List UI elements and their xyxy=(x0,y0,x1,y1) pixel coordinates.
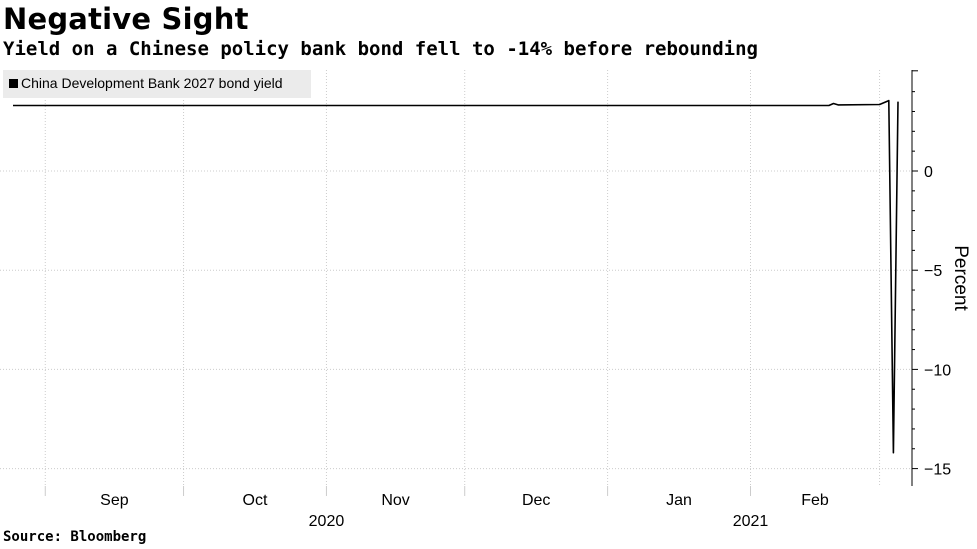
gridlines xyxy=(0,70,912,486)
x-tick-label: Nov xyxy=(381,492,409,509)
legend-label: China Development Bank 2027 bond yield xyxy=(21,75,283,91)
legend-box xyxy=(3,70,311,98)
series-line xyxy=(13,99,899,454)
y-tick-label: −15 xyxy=(924,462,951,479)
x-tick-label: Oct xyxy=(243,492,268,509)
x-tick-label: Sep xyxy=(100,492,129,509)
series-group xyxy=(13,99,899,454)
x-tick-label: Dec xyxy=(522,492,550,509)
x-tick-label: Feb xyxy=(801,492,829,509)
source-note: Source: Bloomberg xyxy=(3,529,147,545)
x-year-label: 2021 xyxy=(733,513,769,530)
y-tick-label: 0 xyxy=(924,164,933,181)
chart-title: Negative Sight xyxy=(3,2,249,36)
x-tick-label: Jan xyxy=(666,492,692,509)
y-axis: 0 −5 −10 −15 xyxy=(911,70,951,486)
legend-swatch xyxy=(9,79,18,88)
y-axis-title: Percent xyxy=(950,245,971,311)
y-tick-label: −10 xyxy=(924,362,951,379)
x-year-label: 2020 xyxy=(309,513,345,530)
x-axis: Sep Oct Nov Dec Jan Feb 2020 2021 xyxy=(44,486,829,530)
y-tick-label: −5 xyxy=(924,263,942,280)
chart-subtitle: Yield on a Chinese policy bank bond fell… xyxy=(3,38,758,60)
